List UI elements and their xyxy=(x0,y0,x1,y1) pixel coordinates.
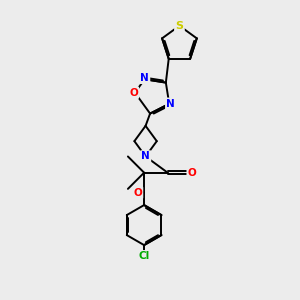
Text: O: O xyxy=(133,188,142,198)
Text: N: N xyxy=(141,152,150,161)
Text: O: O xyxy=(188,168,197,178)
Text: Cl: Cl xyxy=(139,251,150,261)
Text: S: S xyxy=(176,21,183,31)
Text: O: O xyxy=(129,88,138,98)
Text: N: N xyxy=(140,73,149,83)
Text: N: N xyxy=(166,99,175,109)
